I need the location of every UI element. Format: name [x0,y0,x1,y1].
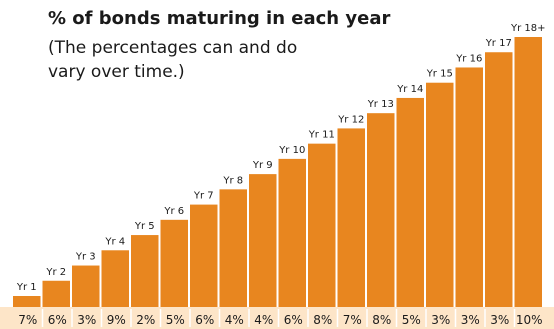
category-label-15: Yr 15 [426,69,453,80]
category-label-8: Yr 8 [222,175,243,186]
bar-12 [337,128,365,307]
category-label-7: Yr 7 [193,191,214,202]
percent-label-1: 7% [18,313,37,327]
percent-label-9: 4% [254,313,273,327]
bar-14 [396,97,424,307]
category-label-14: Yr 14 [396,84,423,95]
bar-17 [485,52,513,307]
percent-label-2: 6% [48,313,67,327]
bar-13 [367,113,395,308]
percent-label-6: 5% [166,313,185,327]
bar-4 [101,250,129,307]
bar-1 [13,296,41,307]
bar-6 [160,219,188,307]
category-label-12: Yr 12 [337,114,364,125]
percent-label-10: 6% [284,313,303,327]
bar-15 [426,82,454,308]
percent-label-5: 2% [136,313,155,327]
chart-subtitle: (The percentages can and do vary over ti… [48,38,298,82]
category-label-13: Yr 13 [367,99,394,110]
percent-label-13: 8% [372,313,391,327]
category-label-2: Yr 2 [45,267,66,278]
bar-3 [72,265,100,307]
category-label-4: Yr 4 [104,236,125,247]
bar-16 [455,67,483,307]
percent-label-4: 9% [107,313,126,327]
bar-5 [131,235,159,307]
percent-label-8: 4% [225,313,244,327]
percent-label-16: 3% [461,313,480,327]
percent-label-15: 3% [431,313,450,327]
category-label-17: Yr 17 [485,38,512,49]
bar-8 [219,189,247,307]
bar-7 [190,204,218,307]
percent-label-3: 3% [77,313,96,327]
category-label-11: Yr 11 [308,130,335,141]
category-label-5: Yr 5 [134,221,155,232]
percent-strip [0,307,554,329]
category-label-9: Yr 9 [252,160,273,171]
category-label-10: Yr 10 [278,145,305,156]
bar-10 [278,158,306,307]
percent-label-14: 5% [402,313,421,327]
chart-title: % of bonds maturing in each year [48,8,391,29]
category-label-18: Yr 18+ [510,23,546,34]
percent-label-18: 10% [516,313,543,327]
category-label-1: Yr 1 [16,282,37,293]
category-label-3: Yr 3 [75,252,96,263]
bar-9 [249,174,277,307]
bar-18 [514,37,542,307]
bar-2 [42,280,70,307]
category-label-16: Yr 16 [455,53,482,64]
percent-label-11: 8% [313,313,332,327]
percent-label-12: 7% [343,313,362,327]
percent-label-17: 3% [490,313,509,327]
category-label-6: Yr 6 [163,206,184,217]
bar-11 [308,143,336,307]
percent-label-7: 6% [195,313,214,327]
